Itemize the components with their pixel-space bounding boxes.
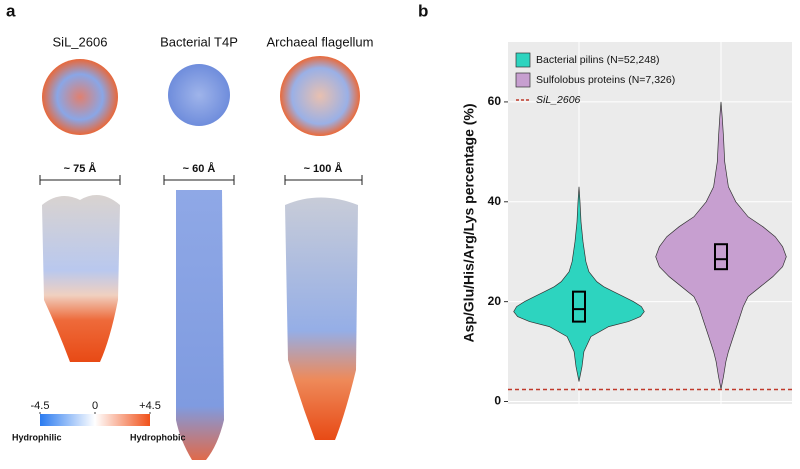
legend-label: Sulfolobus proteins (N=7,326): [536, 74, 675, 86]
panel-label: b: [418, 1, 428, 20]
box: [714, 243, 728, 271]
legend-swatch: [515, 52, 531, 68]
y-tick-label: 20: [488, 294, 502, 308]
width-label: ~ 100 Å: [304, 162, 343, 175]
panel-a: SiL_2606 Bacterial T4P Archaeal flagellu…: [12, 34, 373, 460]
y-tick-label: 0: [494, 394, 501, 408]
column-title: SiL_2606: [53, 34, 108, 49]
structure-top-view: [280, 56, 360, 136]
legend-swatch: [515, 72, 531, 88]
colorbar-tick-label: +4.5: [139, 400, 161, 412]
panel-label: a: [6, 1, 16, 20]
y-tick-label: 60: [488, 94, 502, 108]
violin: [513, 186, 645, 382]
violin: [655, 101, 787, 390]
width-label: ~ 60 Å: [183, 162, 216, 175]
y-tick-label: 40: [488, 194, 502, 208]
colorbar-high-label: Hydrophobic: [130, 432, 186, 442]
y-axis-label: Asp/Glu/His/Arg/Lys percentage (%): [461, 103, 477, 342]
structure-top-view: [42, 59, 118, 135]
column-title: Archaeal flagellum: [267, 34, 374, 49]
structure-top-view: [168, 64, 230, 126]
colorbar-low-label: Hydrophilic: [12, 432, 62, 442]
structure-side-view: [176, 190, 224, 460]
colorbar-tick-label: -4.5: [31, 400, 50, 412]
legend-label: Bacterial pilins (N=52,248): [536, 54, 659, 66]
box: [572, 290, 586, 323]
width-label: ~ 75 Å: [64, 162, 97, 175]
colorbar: [40, 414, 150, 426]
structure-side-view: [42, 195, 120, 362]
structure-side-view: [285, 197, 358, 440]
column-title: Bacterial T4P: [160, 34, 238, 49]
legend-label: SiL_2606: [536, 94, 581, 106]
colorbar-tick-label: 0: [92, 400, 98, 412]
